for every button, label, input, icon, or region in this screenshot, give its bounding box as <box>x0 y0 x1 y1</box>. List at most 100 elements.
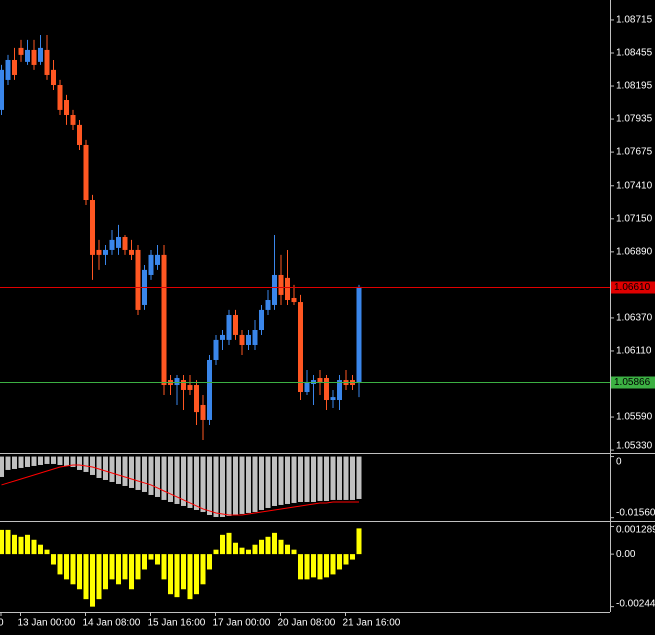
osc-bar <box>83 554 89 600</box>
osc-bar <box>239 547 245 555</box>
candle-body <box>135 249 141 310</box>
candle-body <box>155 254 160 265</box>
x-tick-label: 14 Jan 08:00 <box>83 618 141 629</box>
macd-bar <box>246 456 251 513</box>
candle-body <box>12 59 17 75</box>
osc-bar <box>291 549 297 555</box>
osc-bar <box>44 549 50 555</box>
osc-bar <box>265 536 271 555</box>
candle-body <box>356 286 362 383</box>
macd-bar <box>44 456 50 464</box>
macd-bar <box>0 456 4 477</box>
osc-bar <box>181 554 186 590</box>
candle-body <box>298 302 303 393</box>
macd-bar <box>233 456 238 515</box>
candle-body <box>200 404 206 420</box>
candle-body <box>220 334 225 340</box>
macd-bar <box>330 456 336 500</box>
osc-bar <box>116 554 121 585</box>
candle-body <box>148 254 154 275</box>
osc-bar <box>252 544 258 555</box>
osc-bar <box>25 534 30 555</box>
macd-bar <box>252 456 258 512</box>
osc-bar <box>168 554 173 595</box>
osc-bar <box>317 554 323 580</box>
candle-body <box>51 69 56 86</box>
osc-bar <box>220 534 225 555</box>
osc-bar <box>12 534 17 555</box>
macd-bar <box>155 456 160 497</box>
osc-bar <box>18 536 24 555</box>
macd-bar <box>278 456 284 505</box>
candle-body <box>31 49 37 65</box>
macd-bar <box>12 456 17 469</box>
osc-bar <box>304 554 310 580</box>
osc-bar <box>38 544 43 555</box>
candle-body <box>285 277 290 301</box>
candle-body <box>181 380 186 390</box>
macd-bar <box>109 456 115 482</box>
x-tick-label: 17 Jan 00:00 <box>213 618 271 629</box>
macd-bar <box>51 456 56 464</box>
macd-bar <box>259 456 264 510</box>
macd-bar <box>142 456 147 492</box>
osc-bar <box>57 554 63 575</box>
osc-bar <box>148 554 154 560</box>
osc-bar <box>0 529 4 555</box>
candle-body <box>96 249 102 255</box>
macd-bar <box>57 456 63 465</box>
candle-body <box>174 378 180 386</box>
osc-bar <box>64 554 69 580</box>
macd-bar <box>272 456 277 506</box>
candle-body <box>70 114 76 125</box>
y-tick-label: 1.07150 <box>616 213 653 224</box>
y-tick-label: 0.00 <box>616 549 636 560</box>
y-tick-label: 1.07675 <box>616 147 653 158</box>
macd-bar <box>337 456 342 500</box>
macd-bar <box>226 456 232 516</box>
osc-bar <box>161 554 167 580</box>
candle-body <box>265 300 271 310</box>
macd-bar <box>38 456 43 465</box>
macd-bar <box>213 456 219 517</box>
y-tick-label: 1.06890 <box>616 246 653 257</box>
candle-body <box>317 378 323 382</box>
candle-body <box>259 309 264 330</box>
candle-body <box>207 359 212 420</box>
y-tick-label: 1.08715 <box>616 15 653 26</box>
macd-bar <box>311 456 316 502</box>
y-tick-label: 1.06110 <box>616 346 652 357</box>
osc-bar <box>187 554 193 600</box>
osc-bar <box>356 528 362 555</box>
osc-bar <box>31 539 37 555</box>
x-tick-label: 20 Jan 08:00 <box>278 618 336 629</box>
macd-bar <box>135 456 141 490</box>
macd-bar <box>31 456 37 466</box>
osc-bar <box>174 554 180 598</box>
macd-bar <box>64 456 69 466</box>
x-tick-label: 15 Jan 16:00 <box>148 618 206 629</box>
macd-bar <box>83 456 89 472</box>
macd-bar <box>70 456 76 467</box>
osc-bar <box>122 554 128 580</box>
osc-bar <box>155 554 160 565</box>
candle-body <box>187 385 193 390</box>
osc-bar <box>51 554 56 565</box>
osc-bar <box>129 554 134 590</box>
osc-bar <box>103 554 108 590</box>
osc-bar <box>70 554 76 585</box>
osc-bar <box>337 554 342 570</box>
osc-bar <box>226 532 232 555</box>
osc-bar <box>259 539 264 555</box>
macd-bar <box>298 456 303 502</box>
macd-bar <box>343 456 349 500</box>
candle-body <box>330 397 336 401</box>
osc-bar <box>200 554 206 585</box>
osc-bar <box>142 554 147 570</box>
macd-bar <box>220 456 225 517</box>
y-tick-label: 0 <box>616 457 622 468</box>
candle-body <box>57 85 63 110</box>
candle-body <box>246 334 251 345</box>
